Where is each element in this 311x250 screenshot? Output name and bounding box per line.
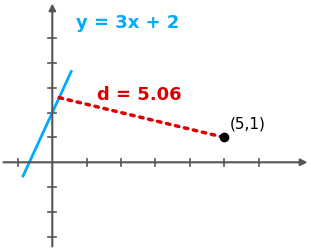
Text: y = 3x + 2: y = 3x + 2 [77, 14, 180, 32]
Text: (5,1): (5,1) [230, 117, 265, 132]
Text: d = 5.06: d = 5.06 [97, 86, 182, 104]
